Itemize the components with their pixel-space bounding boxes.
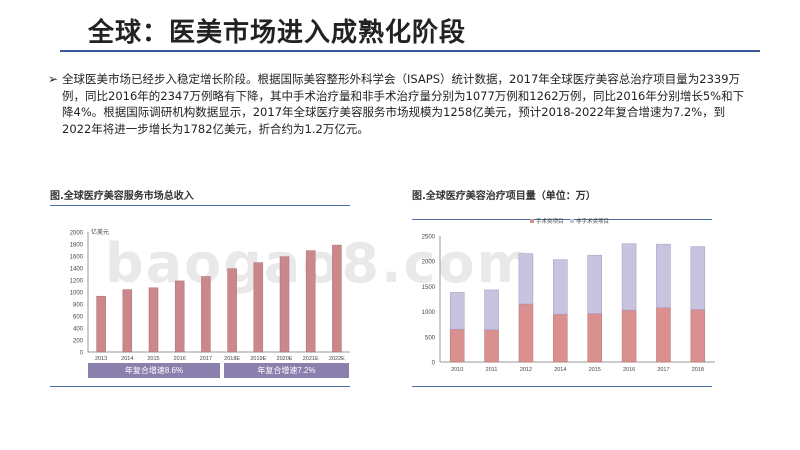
y-tick-label: 500 [425, 335, 436, 341]
y-tick-label: 1000 [422, 310, 436, 316]
y-tick-label: 200 [73, 339, 84, 345]
x-tick-label: 2011 [486, 367, 498, 373]
y-tick-label: 1200 [70, 279, 84, 285]
x-tick-label: 2014 [121, 356, 133, 362]
bar-non-surgical [621, 243, 637, 311]
x-tick-label: 2021E [303, 356, 319, 362]
bar [174, 280, 185, 353]
title-rule [60, 50, 760, 52]
y-axis-unit: 亿美元 [91, 228, 109, 236]
y-tick-label: 0 [80, 351, 84, 357]
bar [279, 256, 290, 353]
x-tick-label: 2020E [277, 356, 293, 362]
x-tick-label: 2016 [174, 356, 186, 362]
legend-label: 手术类项目 [536, 217, 564, 225]
bar-non-surgical [690, 246, 706, 310]
x-tick-label: 2013 [95, 356, 107, 362]
bar-non-surgical [518, 253, 534, 305]
bar-surgical [518, 303, 534, 363]
growth-box-1: 年复合增速8.6% [88, 363, 220, 378]
y-tick-label: 0 [432, 361, 436, 367]
y-tick-label: 1500 [422, 285, 436, 291]
x-tick-label: 2018 [692, 367, 704, 373]
x-tick-label: 2015 [589, 367, 601, 373]
left-chart-title-rule [50, 205, 350, 206]
bar [96, 295, 106, 353]
y-tick-label: 2000 [422, 260, 436, 266]
y-tick-label: 1000 [70, 291, 84, 297]
y-tick-label: 800 [73, 303, 84, 309]
bar [227, 268, 237, 353]
x-tick-label: 2014 [554, 367, 566, 373]
x-tick-label: 2010 [451, 367, 463, 373]
bar-non-surgical [449, 292, 465, 330]
legend-swatch [570, 219, 574, 223]
bar-non-surgical [484, 289, 499, 330]
x-tick-label: 2015 [147, 356, 159, 362]
y-tick-label: 2000 [70, 231, 84, 237]
bar-surgical [656, 307, 671, 363]
summary-paragraph: 全球医美市场已经步入稳定增长阶段。根据国际美容整形外科学会（ISAPS）统计数据… [62, 72, 745, 136]
bar-non-surgical [553, 259, 568, 315]
legend-label: 非手术类项目 [576, 217, 609, 225]
bullet-arrow-icon: ➢ [48, 72, 59, 86]
bar-non-surgical [656, 243, 671, 308]
x-tick-label: 2022E [329, 356, 345, 362]
y-tick-label: 400 [73, 327, 84, 333]
bar-surgical [690, 309, 706, 363]
right-chart-title: 图.全球医疗美容治疗项目量（单位：万） [412, 191, 596, 202]
left-chart-bottom-rule [50, 386, 350, 387]
x-tick-label: 2012 [520, 367, 532, 373]
y-tick-label: 2500 [422, 235, 436, 241]
bar [332, 244, 342, 353]
growth-box-2: 年复合增速7.2% [224, 363, 349, 378]
y-tick-label: 1800 [70, 243, 84, 249]
legend-swatch [530, 219, 534, 223]
bar-surgical [484, 329, 499, 363]
right-chart: 0 500 1000 1500 2000 2500 手术类项目 非手术类项目 2010 2011 2… [422, 217, 715, 373]
y-tick-label: 1400 [70, 267, 84, 273]
bar [148, 287, 159, 353]
x-tick-label: 2016 [623, 367, 635, 373]
x-tick-label: 2019E [250, 356, 266, 362]
bar-surgical [449, 328, 465, 363]
y-tick-label: 1600 [70, 255, 84, 261]
bar [201, 276, 211, 353]
right-chart-bottom-rule [412, 386, 712, 387]
x-tick-label: 2018E [224, 356, 240, 362]
bar [305, 250, 316, 353]
bar-surgical [621, 309, 637, 363]
bar-non-surgical [587, 254, 602, 314]
bar [253, 262, 264, 353]
page-title: 全球：医美市场进入成熟化阶段 [88, 18, 467, 48]
bar-surgical [553, 313, 568, 363]
left-chart: 0 200 400 600 800 1000 1200 1400 1600 1800 2000 亿美元… [70, 228, 350, 362]
right-chart-title-rule [412, 219, 712, 220]
bar [122, 289, 133, 353]
bar-surgical [587, 313, 602, 363]
x-tick-label: 2017 [200, 356, 212, 362]
x-tick-label: 2017 [657, 367, 669, 373]
y-tick-label: 600 [73, 315, 84, 321]
left-chart-title: 图.全球医疗美容服务市场总收入 [50, 191, 194, 202]
